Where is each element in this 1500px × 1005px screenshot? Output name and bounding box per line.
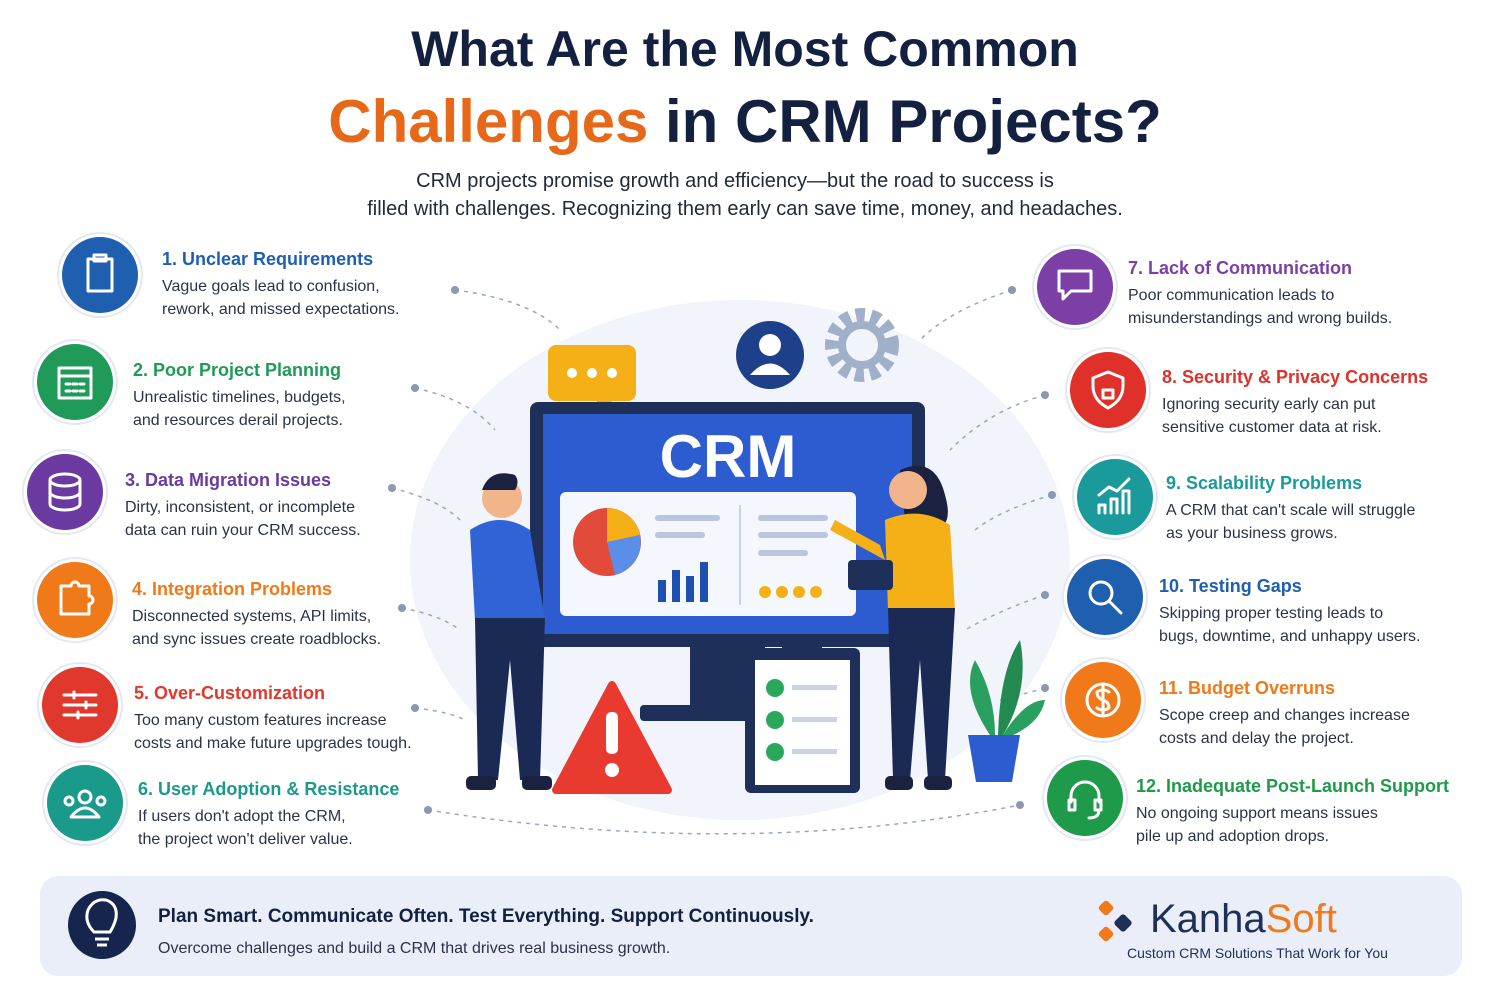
- challenge-desc: Scope creep and changes increase: [1159, 707, 1410, 724]
- challenge-desc: costs and delay the project.: [1159, 730, 1354, 747]
- challenge-title: 12. Inadequate Post-Launch Support: [1136, 776, 1449, 796]
- challenge-desc: data can ruin your CRM success.: [125, 522, 361, 539]
- challenge-desc: Poor communication leads to: [1128, 287, 1334, 304]
- title-highlight: Challenges: [328, 88, 648, 155]
- challenge-desc: and sync issues create roadblocks.: [132, 631, 381, 648]
- challenge-desc: Disconnected systems, API limits,: [132, 608, 371, 625]
- icon-glyph: [1057, 269, 1093, 301]
- challenge-title: 11. Budget Overruns: [1159, 678, 1335, 698]
- icon: [37, 562, 113, 638]
- challenge-desc: If users don't adopt the CRM,: [138, 808, 346, 825]
- challenge-desc: Dirty, inconsistent, or incomplete: [125, 499, 355, 516]
- brand-logo: [1098, 900, 1132, 942]
- icon-glyph: [48, 472, 82, 512]
- icon: [27, 454, 103, 530]
- challenge-desc: Too many custom features increase: [134, 712, 387, 729]
- challenge-desc: Vague goals lead to confusion,: [162, 278, 380, 295]
- icon: [1037, 249, 1113, 325]
- challenge-title: 7. Lack of Communication: [1128, 258, 1352, 278]
- challenge-desc: Skipping proper testing leads to: [1159, 605, 1383, 622]
- icon: [37, 344, 113, 420]
- challenge-desc: sensitive customer data at risk.: [1162, 419, 1382, 436]
- challenge-desc: the project won't deliver value.: [138, 831, 353, 848]
- challenge-title: 5. Over-Customization: [134, 683, 325, 703]
- screen-label: CRM: [660, 423, 797, 490]
- icon-glyph: [57, 366, 93, 400]
- challenge-desc: costs and make future upgrades tough.: [134, 735, 412, 752]
- illustration: CRM: [466, 308, 1045, 794]
- challenge-desc: rework, and missed expectations.: [162, 301, 399, 318]
- challenge-desc: misunderstandings and wrong builds.: [1128, 310, 1392, 327]
- brand-a: Kanha: [1150, 897, 1266, 941]
- bulb-glyph: [85, 898, 118, 947]
- title-line2: Challenges in CRM Projects?: [328, 88, 1162, 155]
- icon: [62, 237, 138, 313]
- challenge-title: 2. Poor Project Planning: [133, 360, 341, 380]
- icon-glyph: [86, 253, 114, 293]
- challenge-desc: as your business grows.: [1166, 525, 1338, 542]
- challenge-desc: Unrealistic timelines, budgets,: [133, 389, 346, 406]
- title-rest: in CRM Projects?: [648, 88, 1161, 155]
- brand-tagline: Custom CRM Solutions That Work for You: [1127, 945, 1388, 961]
- brand-name: KanhaSoft: [1150, 897, 1337, 941]
- challenge-list: 1. Unclear Requirements Vague goals lead …: [22, 232, 1449, 848]
- challenge-desc: pile up and adoption drops.: [1136, 828, 1329, 845]
- title-line1: What Are the Most Common: [411, 21, 1079, 77]
- icon: [1077, 459, 1153, 535]
- connector-dots: [388, 286, 1056, 814]
- challenge-title: 3. Data Migration Issues: [125, 470, 331, 490]
- challenge-title: 10. Testing Gaps: [1159, 576, 1302, 596]
- subtitle-line: CRM projects promise growth and efficien…: [416, 170, 1054, 192]
- connectors: [391, 289, 1053, 835]
- icon-glyph: [1091, 370, 1125, 410]
- icon: [1067, 559, 1143, 635]
- challenge-desc: Ignoring security early can put: [1162, 396, 1376, 413]
- icon: [1047, 760, 1123, 836]
- challenge-desc: No ongoing support means issues: [1136, 805, 1378, 822]
- icon-glyph: [62, 690, 98, 720]
- challenge-title: 1. Unclear Requirements: [162, 249, 373, 269]
- challenge-title: 9. Scalability Problems: [1166, 473, 1362, 493]
- brand-b: Soft: [1266, 897, 1337, 941]
- challenge-title: 4. Integration Problems: [132, 579, 332, 599]
- icon-glyph: [1097, 477, 1131, 515]
- subtitle-line: filled with challenges. Recognizing them…: [367, 198, 1123, 220]
- icon-glyph: [1088, 580, 1123, 615]
- footer-text: Overcome challenges and build a CRM that…: [158, 940, 670, 957]
- challenge-title: 8. Security & Privacy Concerns: [1162, 367, 1428, 387]
- icon-glyph: [1067, 780, 1103, 820]
- bulb-icon: [68, 891, 136, 959]
- icon-glyph: [63, 789, 107, 819]
- footer-headline: Plan Smart. Communicate Often. Test Ever…: [158, 906, 814, 927]
- icon-glyph: [1085, 682, 1121, 718]
- challenge-title: 6. User Adoption & Resistance: [138, 779, 399, 799]
- icon-glyph: [59, 580, 95, 616]
- challenge-desc: bugs, downtime, and unhappy users.: [1159, 628, 1421, 645]
- challenge-desc: and resources derail projects.: [133, 412, 343, 429]
- challenge-desc: A CRM that can't scale will struggle: [1166, 502, 1415, 519]
